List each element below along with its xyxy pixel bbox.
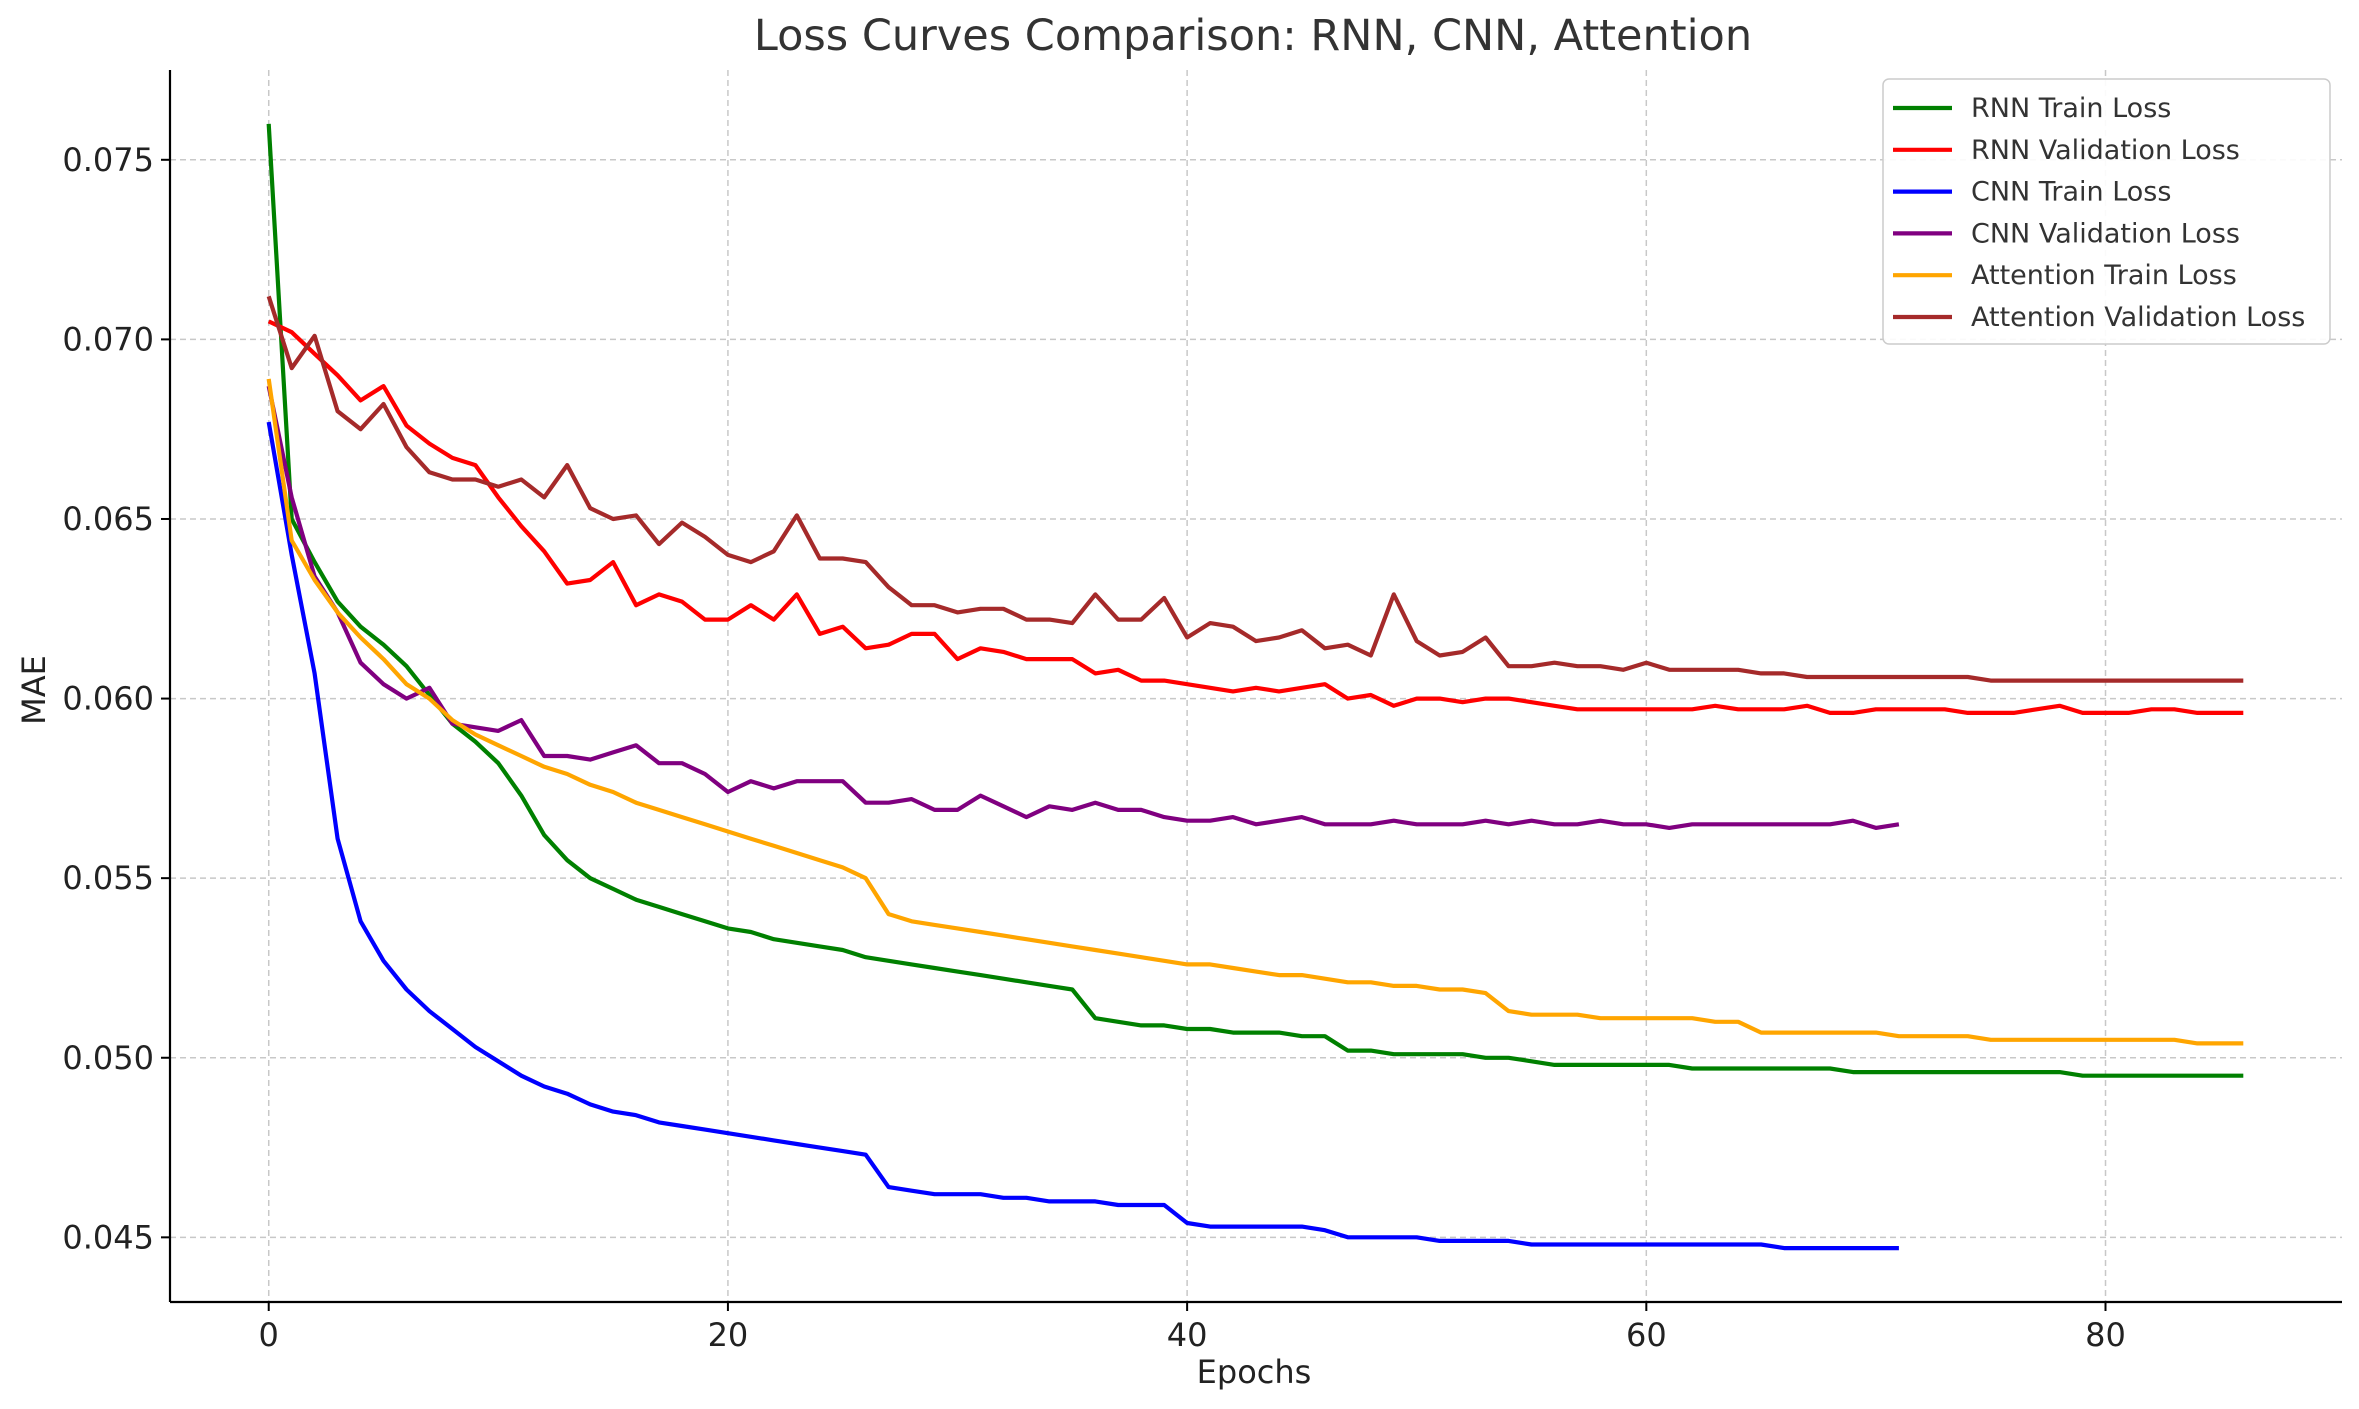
legend-label-rnn-validation-loss: RNN Validation Loss — [1971, 135, 2240, 166]
y-axis-label: MAE — [15, 655, 53, 725]
series-line-attention-validation-loss — [266, 295, 2244, 683]
x-tick-label: 80 — [2085, 1316, 2126, 1354]
legend-label-cnn-validation-loss: CNN Validation Loss — [1971, 218, 2240, 249]
y-tick-label: 0.060 — [62, 680, 154, 718]
x-tick-label: 40 — [1167, 1316, 1208, 1354]
axes — [168, 70, 2342, 1304]
x-ticks: 0 20 40 60 80 — [259, 1302, 2126, 1354]
legend-box — [1882, 78, 2331, 345]
legend: RNN Train Loss RNN Validation Loss CNN Tra… — [1882, 78, 2331, 345]
legend-label-rnn-train-loss: RNN Train Loss — [1971, 93, 2171, 124]
y-tick-label: 0.055 — [62, 859, 154, 897]
y-tick-label: 0.075 — [62, 141, 154, 179]
x-tick-label: 0 — [259, 1316, 279, 1354]
series-line-rnn-train-loss — [266, 123, 2244, 1078]
y-tick-label: 0.070 — [62, 320, 154, 358]
y-tick-label: 0.065 — [62, 500, 154, 538]
legend-entries: RNN Train Loss RNN Validation Loss CNN Tra… — [1893, 93, 2305, 333]
legend-label-cnn-train-loss: CNN Train Loss — [1971, 177, 2171, 208]
y-tick-label: 0.050 — [62, 1039, 154, 1077]
series-line-cnn-validation-loss — [266, 385, 1900, 831]
series-line-attention-train-loss — [266, 378, 2244, 1046]
x-tick-label: 20 — [708, 1316, 749, 1354]
series-line-rnn-validation-loss — [267, 319, 2244, 716]
chart-title: Loss Curves Comparison: RNN, CNN, Attent… — [754, 11, 1752, 61]
legend-label-attention-validation-loss: Attention Validation Loss — [1971, 302, 2305, 333]
series-line-cnn-train-loss — [266, 421, 1899, 1251]
legend-label-attention-train-loss: Attention Train Loss — [1971, 260, 2237, 291]
y-ticks: 0.045 0.050 0.055 0.060 0.065 0.070 0.075 — [62, 141, 170, 1256]
y-tick-label: 0.045 — [62, 1218, 154, 1256]
x-tick-label: 60 — [1626, 1316, 1667, 1354]
x-axis-label: Epochs — [1197, 1353, 1312, 1391]
series-lines — [266, 123, 2244, 1251]
